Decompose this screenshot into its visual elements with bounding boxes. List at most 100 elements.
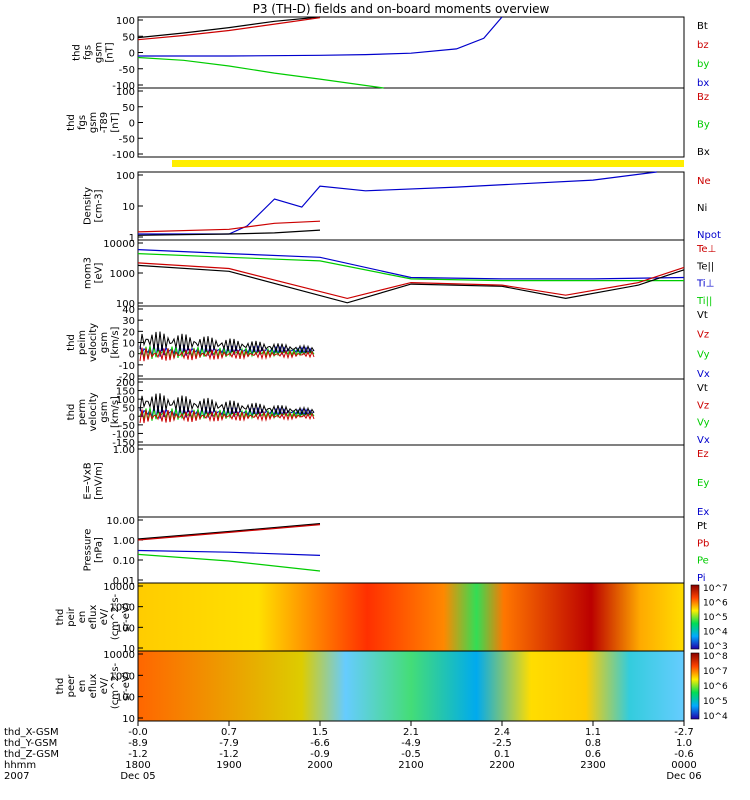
x-tick-label: 2300 [580,760,605,771]
panel-frame [137,305,685,380]
x-tick-label: -6.6 [310,738,330,749]
y-axis-label: fgs [77,115,88,130]
x-tick-label: 1800 [125,760,150,771]
legend-entry: Vt [697,383,708,394]
panel-frame [137,516,685,584]
legend-entry: Npot [697,230,721,241]
y-axis-label: -T89 [99,112,110,134]
y-axis-label: peer [66,674,77,698]
y-tick-label: -50 [119,421,135,432]
y-axis-label: E=-VxB [83,462,94,499]
y-axis-label: [mV/m] [94,462,105,500]
mode-bar [172,160,684,167]
legend-entry: Ez [697,449,709,460]
y-tick-label: 100 [116,623,135,634]
legend-entry: Vx [697,369,710,380]
legend-entry: Pi [697,573,706,584]
y-tick-label: 0.01 [113,576,135,587]
x-tick-label: 1.0 [676,738,692,749]
x-tick-label: 1.1 [585,727,601,738]
x-tick-label: 2100 [398,760,423,771]
y-axis-label: (cm^2-s- [110,593,121,640]
spectrogram-peer_efluxs [138,651,684,721]
y-tick-label: 0 [129,350,135,361]
x-tick-label: -0.9 [310,749,330,760]
y-tick-label: 1.00 [113,536,135,547]
x-tick-label: -4.9 [401,738,421,749]
series-line-Ni [137,229,321,236]
panel-density: 100 10 1 Density [cm-3] Ne Ni Npot [83,171,721,244]
colorbar-tick: 10^7 [703,584,728,594]
series-line-bz [137,17,321,41]
figure-title: P3 (TH-D) fields and on-board moments ov… [253,2,550,16]
y-tick-label: 40 [122,305,135,316]
panel-peer_efluxs: 10^8 10^7 10^6 10^5 10^4 10000 1000 100 10 thd pee… [55,650,728,725]
panel-frame [137,444,685,518]
velocity-trace [139,409,315,424]
y-tick-label: -20 [119,372,135,383]
x-tick-label: -2.5 [492,738,512,749]
colorbar-tick: 10^7 [703,667,728,677]
y-axis-label: gsm [94,42,105,63]
legend-entry: Te⊥ [696,244,716,255]
y-tick-label: 50 [122,404,135,415]
legend-entry: Bx [697,147,710,158]
y-tick-label: 100 [116,87,135,98]
x-tick-label: 0.1 [494,749,510,760]
x-row-label: thd_Y-GSM [4,738,57,749]
y-axis-label: [eV] [94,263,105,284]
y-tick-label: 100 [116,693,135,704]
y-axis-label: gsm [99,401,110,422]
panel-pressure: 10.00 1.00 0.10 0.01 Pressure [nPa] Pt Pb Pe Pi [83,516,710,587]
panel-fgs_gsm_t89: 100 50 0 -50 -100 thd fgs gsm -T89 [nT] Bz By Bx [66,87,710,161]
colorbar-peir_efluxs [690,584,700,650]
y-tick-label: -100 [112,81,135,92]
legend-entry: Ni [697,203,707,214]
y-axis-label: thd [66,404,77,421]
y-tick-label: 100 [116,16,135,27]
series-line-Ne [137,220,321,233]
legend-entry: bx [697,78,709,89]
y-axis-label: Pressure [83,529,94,572]
y-axis-label: Density [83,187,94,225]
y-axis-label: [nT] [105,42,116,62]
x-row-label: 2007 [4,771,29,782]
series-line-Npot [138,171,657,235]
y-tick-label: 10000 [103,650,135,661]
y-tick-label: 10 [122,714,135,725]
x-tick-label: -0.0 [128,727,148,738]
y-tick-label: 1000 [110,603,135,614]
x-tick-label: -1.2 [128,749,148,760]
legend-entry: Pb [697,538,709,549]
y-tick-label: 10 [122,644,135,655]
y-axis-label: thd [55,609,66,626]
series-line-Te⊥ [137,262,685,300]
y-axis-label: sr-eV) [121,602,132,631]
x-tick-label: 2000 [307,760,332,771]
series-line-Ti|| [137,253,684,282]
y-axis-label: [km/s] [110,396,121,428]
y-axis-label: gsm [99,332,110,353]
series-line-bx [138,16,503,57]
colorbar-tick: 10^5 [703,613,728,623]
legend-entry: Vy [697,418,710,429]
y-tick-label: 20 [122,327,135,338]
legend-entry: Ne [697,176,711,187]
series-line-Pt [137,523,321,540]
y-axis-label: gsm [88,112,99,133]
x-row-label: thd_Z-GSM [4,749,59,760]
y-axis-label: perm [77,399,88,425]
legend-entry: Vx [697,435,710,446]
series-line-Pi [137,549,321,556]
y-tick-label: 100 [116,171,135,182]
panel-frame [137,239,685,307]
y-axis-label: thd [66,114,77,131]
panel-frame [137,16,685,89]
y-axis-label: eflux [88,674,99,699]
series-line-Ti⊥ [137,249,685,280]
y-tick-label: 200 [116,378,135,389]
legend-entry: Pe [697,556,709,567]
